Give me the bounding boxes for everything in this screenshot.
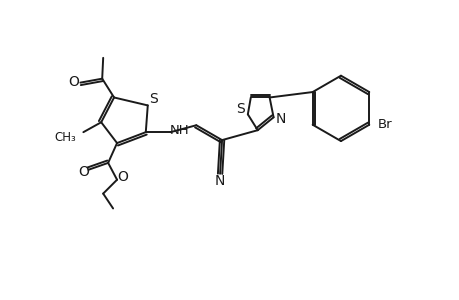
Text: O: O [68, 75, 79, 88]
Text: NH: NH [169, 124, 189, 137]
Text: CH₃: CH₃ [55, 130, 76, 144]
Text: O: O [118, 170, 128, 184]
Text: N: N [214, 174, 225, 188]
Text: S: S [149, 92, 158, 106]
Text: N: N [275, 112, 285, 126]
Text: Br: Br [377, 118, 392, 131]
Text: O: O [78, 165, 89, 179]
Text: S: S [236, 102, 245, 116]
